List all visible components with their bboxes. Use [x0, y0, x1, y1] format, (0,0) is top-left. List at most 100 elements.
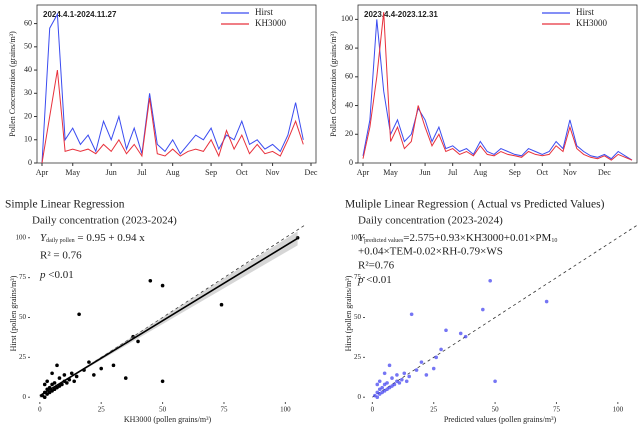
chart-subtitle: Daily concentration (2023-2024): [358, 215, 503, 227]
y-axis-label: Pollen Concentration (grains/m³): [329, 31, 338, 137]
chart-title: Simple Linear Regression: [5, 199, 125, 211]
annotation: 2023.4.4-2023.12.31: [364, 10, 438, 19]
point: [434, 355, 438, 360]
point: [65, 381, 69, 385]
point: [439, 347, 443, 352]
legend-label: Hirst: [576, 7, 594, 17]
y-tick-label: 20: [345, 129, 353, 138]
reference-line: [372, 224, 638, 398]
p-symbol: p: [357, 274, 364, 286]
y-tick-label: 10: [24, 135, 32, 144]
point: [414, 368, 419, 372]
point: [72, 379, 76, 384]
point: [380, 385, 384, 390]
point: [123, 376, 128, 380]
x-tick-label: 50: [492, 406, 500, 414]
series-line: [41, 12, 304, 164]
x-tick-label: 0: [38, 406, 42, 414]
y-axis-label: Hirst (pollen grains/m³): [344, 275, 353, 351]
x-tick-label: Jul: [448, 168, 458, 177]
legend-label: KH3000: [255, 18, 286, 28]
point: [74, 374, 79, 379]
series-line: [362, 12, 633, 161]
equation-subscript: 10: [551, 238, 557, 244]
annotation: 2024.4.1-2024.11.27: [43, 10, 117, 19]
equation-y: Y: [358, 232, 366, 244]
point: [45, 379, 49, 384]
y-tick-label: 75: [19, 273, 27, 281]
p-text: <0.01: [364, 274, 392, 286]
point: [424, 373, 429, 377]
equation-rhs: =2.575+0.93×KH3000+0.01×PM: [403, 232, 551, 244]
x-tick-label: 75: [220, 406, 228, 414]
y-axis-label: Hirst (pollen grains/m³): [9, 275, 18, 351]
point: [55, 363, 59, 368]
x-tick-label: 25: [98, 406, 106, 414]
y-tick-label: 50: [19, 313, 27, 321]
point: [87, 360, 91, 364]
point: [387, 363, 392, 368]
x-tick-label: May: [383, 168, 398, 177]
x-tick-label: Sep: [509, 168, 521, 177]
equation-y: Y: [40, 232, 48, 244]
reference-line: [39, 224, 306, 398]
point: [395, 373, 399, 377]
equation: Ydaily pollen = 0.95 + 0.94 x: [40, 232, 145, 245]
point: [385, 381, 389, 385]
point: [219, 302, 224, 307]
x-tick-label: Oct: [236, 168, 248, 177]
x-tick-label: Dec: [598, 168, 611, 177]
point: [390, 376, 394, 380]
y-tick-label: 25: [354, 353, 362, 361]
fit-line: [39, 237, 299, 397]
y-tick-label: 100: [351, 233, 362, 241]
equation: Ypredicted values=2.575+0.93×KH3000+0.01…: [358, 232, 557, 245]
y-tick-label: 100: [16, 233, 27, 241]
p-symbol: p: [39, 269, 46, 281]
point: [111, 363, 116, 368]
x-tick-label: Nov: [266, 168, 280, 177]
point: [375, 395, 380, 400]
x-tick-label: Nov: [563, 168, 577, 177]
y-tick-label: 60: [24, 18, 32, 27]
r-squared: R²=0.76: [358, 260, 395, 272]
y-tick-label: 40: [345, 100, 353, 109]
point: [160, 379, 165, 384]
point: [463, 334, 468, 339]
x-tick-label: 25: [430, 406, 438, 414]
point: [481, 307, 485, 312]
x-tick-label: 100: [280, 406, 291, 414]
point: [409, 312, 414, 317]
point: [407, 374, 411, 379]
point: [419, 360, 424, 364]
p-value: p <0.01: [39, 269, 74, 281]
point: [392, 382, 397, 387]
y-tick-label: 0: [358, 393, 362, 401]
x-tick-label: Aug: [166, 168, 180, 177]
point: [444, 328, 448, 333]
chart-subtitle: Daily concentration (2023-2024): [32, 215, 177, 227]
point: [400, 377, 404, 382]
x-tick-label: Sep: [205, 168, 217, 177]
equation-rhs: = 0.95 + 0.94 x: [75, 232, 146, 244]
series-line: [362, 19, 633, 161]
point: [42, 395, 47, 400]
x-tick-label: 75: [553, 406, 561, 414]
point: [160, 283, 165, 288]
point: [148, 279, 153, 283]
y-tick-label: 80: [345, 43, 353, 52]
x-tick-label: Jul: [137, 168, 147, 177]
point: [52, 381, 57, 385]
legend-label: KH3000: [576, 18, 607, 28]
chart-title: Muliple Linear Regression ( Actual vs Pr…: [345, 199, 605, 211]
equation-line2: +0.04×TEM-0.02×RH-0.79×WS: [358, 246, 503, 258]
plot-frame: [36, 4, 317, 164]
y-tick-label: 25: [19, 353, 27, 361]
point: [404, 379, 409, 384]
y-tick-label: 75: [354, 273, 362, 281]
r-squared: R² = 0.76: [40, 250, 82, 262]
point: [458, 331, 463, 336]
point: [136, 339, 140, 344]
point: [382, 371, 387, 376]
